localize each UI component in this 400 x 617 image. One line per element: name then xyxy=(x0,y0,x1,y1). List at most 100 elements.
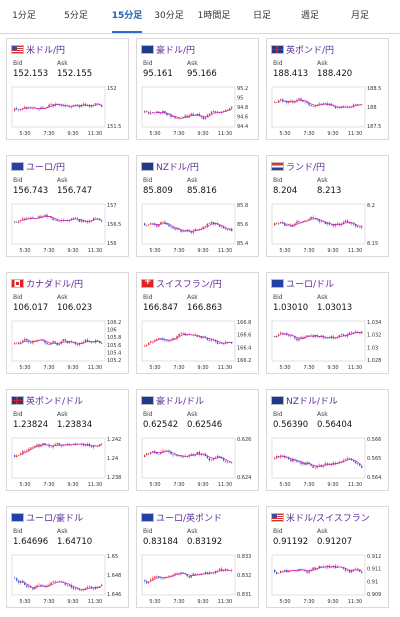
x-tick-label: 9:30 xyxy=(67,482,78,488)
candle xyxy=(18,109,20,111)
candle xyxy=(100,584,103,587)
candle xyxy=(30,586,32,588)
price-chart[interactable]: 1.242 1.24 1.238 5:30 7:30 9:30 11:30 xyxy=(7,434,128,490)
rate-card[interactable]: カナダドル/円 Bid Ask 106.017 106.023 106.2 106 105.8… xyxy=(6,272,129,374)
price-chart[interactable]: 166.8 166.6 166.4 166.2 5:30 7:30 9:30 11:30 xyxy=(137,317,258,373)
price-chart[interactable]: 188.5 188 187.5 5:30 7:30 9:30 11:30 xyxy=(267,83,388,139)
x-tick-label: 9:30 xyxy=(197,248,208,254)
candle xyxy=(86,105,89,107)
tab-monthly[interactable]: 月足 xyxy=(350,11,369,21)
rate-card[interactable]: ユーロ/円 Bid Ask 156.743 156.747 157 156.5 156 5:30… xyxy=(6,155,129,257)
rate-card[interactable]: ランド/円 Bid Ask 8.204 8.213 8.2 8.15 5:30 7:30 9:30… xyxy=(266,155,389,257)
candle xyxy=(92,445,95,448)
pair-name[interactable]: ユーロ/円 xyxy=(26,163,66,173)
tab-daily[interactable]: 日足 xyxy=(252,11,271,21)
pair-name[interactable]: スイスフラン/円 xyxy=(156,280,222,290)
price-chart[interactable]: 95.2 95 94.8 94.6 94.4 5:30 7:30 9:30 11:30 xyxy=(137,83,258,139)
candle xyxy=(212,222,215,225)
candle xyxy=(80,589,83,591)
candle xyxy=(196,452,198,455)
candle xyxy=(150,452,152,454)
chart-frame xyxy=(11,437,106,479)
candle xyxy=(356,331,359,333)
pair-name[interactable]: 米ドル/スイスフラン xyxy=(286,514,370,524)
tab-1hour[interactable]: 1時間足 xyxy=(197,11,231,21)
price-chart[interactable]: 1.034 1.032 1.03 1.028 5:30 7:30 9:30 11:30 xyxy=(267,317,388,373)
rate-card[interactable]: NZドル/円 Bid Ask 85.809 85.816 85.8 85.6 85.4 5:30… xyxy=(136,155,259,257)
rate-card[interactable]: 米ドル/円 Bid Ask 152.153 152.155 152 151.5 5:30 7:3… xyxy=(6,38,129,140)
y-tick-label: 105.8 xyxy=(107,335,121,341)
x-tick-label: 9:30 xyxy=(67,365,78,371)
candle xyxy=(284,570,286,572)
candle xyxy=(96,586,99,588)
rate-card[interactable]: ユーロ/豪ドル Bid Ask 1.64696 1.64710 1.65 1.648 1.64… xyxy=(6,506,129,608)
ask-price: 152.155 xyxy=(57,69,93,79)
candle xyxy=(226,109,229,111)
candle xyxy=(90,446,93,448)
price-chart[interactable]: 152 151.5 5:30 7:30 9:30 11:30 xyxy=(7,83,128,139)
price-chart[interactable]: 8.2 8.15 5:30 7:30 9:30 11:30 xyxy=(267,200,388,256)
candle xyxy=(24,218,26,220)
candle xyxy=(200,454,203,455)
price-chart[interactable]: 0.566 0.565 0.564 5:30 7:30 9:30 11:30 xyxy=(267,434,388,490)
candle xyxy=(342,106,345,107)
candle xyxy=(352,569,355,571)
candle xyxy=(176,118,178,119)
tab-5min[interactable]: 5分足 xyxy=(64,11,88,21)
candle xyxy=(336,107,339,109)
tab-15min[interactable]: 15分足 xyxy=(108,0,146,33)
pair-name[interactable]: 豪ドル/ドル xyxy=(156,397,205,407)
candle xyxy=(334,106,337,109)
pair-name[interactable]: NZドル/ドル xyxy=(286,397,338,407)
rate-card[interactable]: ユーロ/英ポンド Bid Ask 0.83184 0.83192 0.833 0.832 0.… xyxy=(136,506,259,608)
rate-card[interactable]: 豪ドル/円 Bid Ask 95.161 95.166 95.2 95 94.8 94.6 94.… xyxy=(136,38,259,140)
chart-frame xyxy=(11,554,106,596)
rate-card[interactable]: 英ポンド/ドル Bid Ask 1.23824 1.23834 1.242 1.24 1.23… xyxy=(6,389,129,491)
price-chart[interactable]: 1.65 1.648 1.646 5:30 7:30 9:30 11:30 xyxy=(7,551,128,607)
tab-1min[interactable]: 1分足 xyxy=(12,11,36,21)
rate-card[interactable]: 英ポンド/円 Bid Ask 188.413 188.420 188.5 188 187.5 5… xyxy=(266,38,389,140)
pair-name[interactable]: ランド/円 xyxy=(286,163,326,173)
y-tick-label: 94.4 xyxy=(237,124,248,130)
candle xyxy=(150,579,152,582)
flag-icon xyxy=(11,513,24,522)
y-tick-label: 8.15 xyxy=(367,241,378,247)
rate-card[interactable]: ユーロ/ドル Bid Ask 1.03010 1.03013 1.034 1.032 1.03… xyxy=(266,272,389,374)
candle xyxy=(348,107,351,108)
tab-30min[interactable]: 30分足 xyxy=(154,11,184,21)
pair-name[interactable]: 米ドル/円 xyxy=(26,46,66,56)
pair-name[interactable]: 英ポンド/円 xyxy=(286,46,335,56)
rate-card[interactable]: スイスフラン/円BidAsk166.847166.863166.8166.616… xyxy=(136,272,259,374)
pair-name[interactable]: ユーロ/ドル xyxy=(286,280,335,290)
pair-name[interactable]: ユーロ/豪ドル xyxy=(26,514,84,524)
y-tick-label: 0.91 xyxy=(367,579,378,585)
price-chart[interactable]: 0.833 0.832 0.831 5:30 7:30 9:30 11:30 xyxy=(137,551,258,607)
price-chart[interactable]: 85.8 85.6 85.4 5:30 7:30 9:30 11:30 xyxy=(137,200,258,256)
candle xyxy=(74,588,77,590)
candle xyxy=(308,570,310,573)
pair-name[interactable]: 豪ドル/円 xyxy=(156,46,196,56)
tab-weekly[interactable]: 週足 xyxy=(300,11,319,21)
pair-name[interactable]: 英ポンド/ドル xyxy=(26,397,84,407)
candle xyxy=(148,112,150,114)
y-tick-label: 95.2 xyxy=(237,86,248,92)
candle xyxy=(304,220,306,222)
candle xyxy=(360,465,363,468)
price-chart[interactable]: 0.912 0.911 0.91 0.909 5:30 7:30 9:30 11:30 xyxy=(267,551,388,607)
rate-card[interactable]: 米ドル/スイスフラン Bid Ask 0.91192 0.91207 0.912 0.911… xyxy=(266,506,389,608)
pair-name[interactable]: ユーロ/英ポンド xyxy=(156,514,223,524)
candle xyxy=(172,227,174,229)
rate-card[interactable]: NZドル/ドル Bid Ask 0.56390 0.56404 0.566 0.565 0.5… xyxy=(266,389,389,491)
candle xyxy=(28,586,30,588)
price-chart[interactable]: 0.626 0.624 5:30 7:30 9:30 11:30 xyxy=(137,434,258,490)
candle xyxy=(148,453,150,454)
pair-name[interactable]: NZドル/円 xyxy=(156,163,199,173)
candle xyxy=(52,341,54,344)
pair-name[interactable]: カナダドル/円 xyxy=(26,280,84,290)
candle xyxy=(218,568,221,571)
ask-label: Ask xyxy=(187,294,198,301)
price-chart[interactable]: 157 156.5 156 5:30 7:30 9:30 11:30 xyxy=(7,200,128,256)
rate-card[interactable]: 豪ドル/ドル Bid Ask 0.62542 0.62546 0.626 0.624 5:30… xyxy=(136,389,259,491)
candle xyxy=(18,342,20,345)
